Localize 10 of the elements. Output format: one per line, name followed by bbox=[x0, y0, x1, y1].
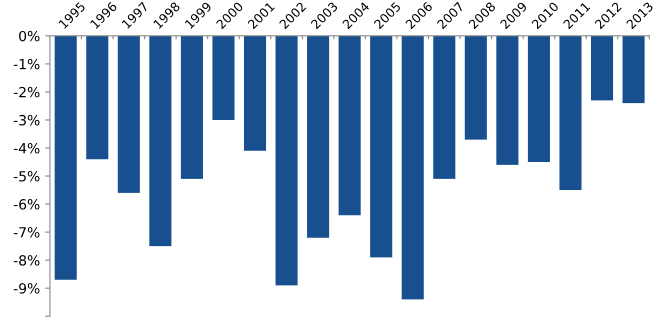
y-tick-label: -2% bbox=[14, 86, 40, 98]
y-tick-label: -3% bbox=[14, 114, 40, 126]
y-tick-label: -1% bbox=[14, 58, 40, 70]
y-tick-label: 0% bbox=[19, 30, 40, 42]
y-tick-label: -8% bbox=[14, 255, 40, 266]
y-tick-label: -9% bbox=[14, 283, 40, 294]
y-tick-label: -5% bbox=[14, 171, 40, 182]
y-tick-label: -6% bbox=[14, 199, 40, 210]
y-tick-label: -7% bbox=[14, 227, 40, 238]
y-tick-label: -4% bbox=[14, 142, 40, 154]
